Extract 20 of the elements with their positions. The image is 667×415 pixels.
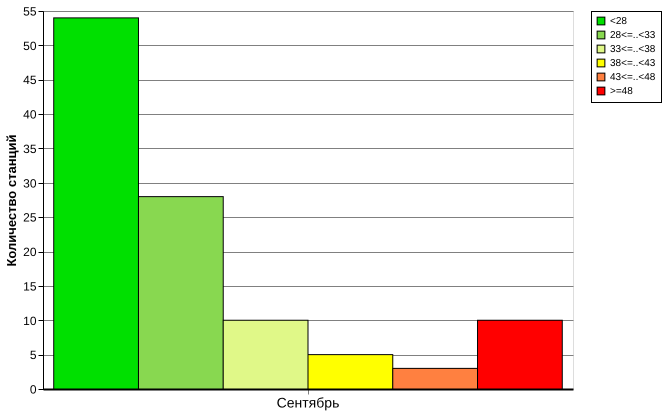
y-tick-label: 35 xyxy=(23,142,37,156)
y-tick-label: 20 xyxy=(23,245,37,260)
y-tick-label: 30 xyxy=(23,176,37,190)
legend-label: <28 xyxy=(610,16,628,27)
y-tick-label: 0 xyxy=(30,382,37,396)
legend-label: 33<=..<38 xyxy=(610,44,656,55)
x-tick-label: Сентябрь xyxy=(276,394,340,410)
y-tick-label: 55 xyxy=(23,4,37,18)
y-tick-label: 40 xyxy=(23,108,37,122)
y-tick-label: 5 xyxy=(30,348,37,362)
legend-label: 43<=..<48 xyxy=(610,72,656,83)
y-tick-label: 25 xyxy=(23,210,37,225)
legend-label: 38<=..<43 xyxy=(610,58,656,69)
legend-label: >=48 xyxy=(610,86,634,97)
y-axis-title: Количество станций xyxy=(4,134,20,267)
legend-label: 28<=..<33 xyxy=(610,30,656,41)
y-tick-label: 45 xyxy=(23,73,37,88)
y-tick-label: 50 xyxy=(23,38,37,53)
y-tick-label: 15 xyxy=(23,279,37,294)
y-tick-label: 10 xyxy=(23,314,37,328)
